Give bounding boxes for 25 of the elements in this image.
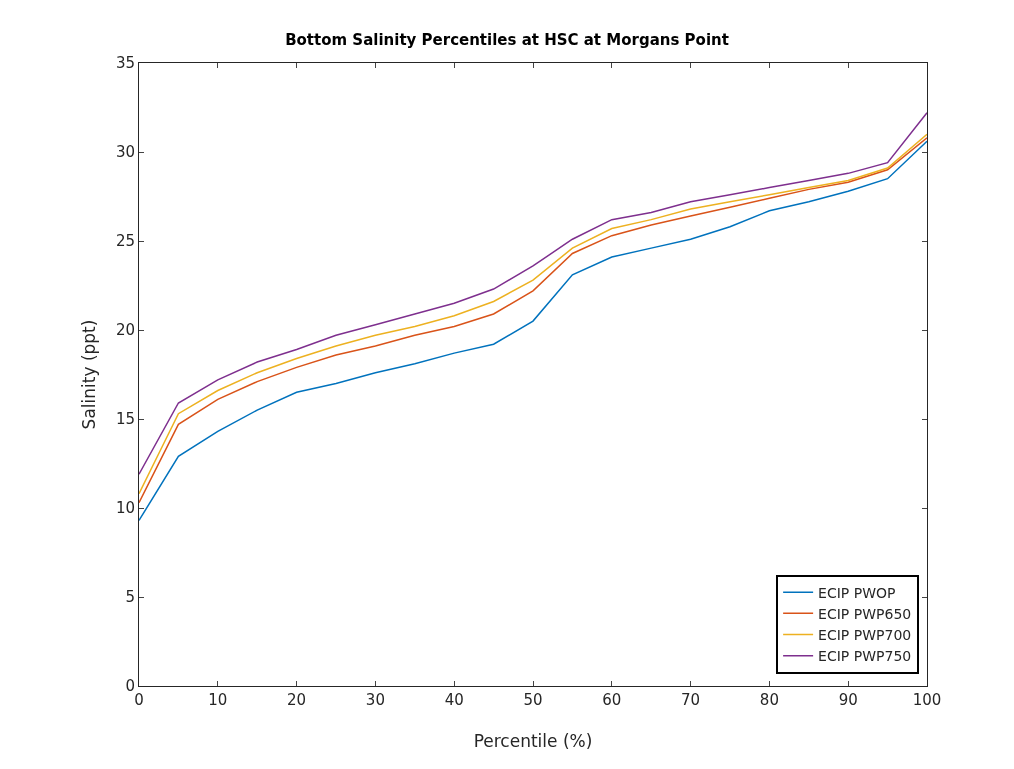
y-tick-label: 5: [125, 588, 135, 607]
x-tick-label: 20: [287, 691, 307, 709]
x-tick-label: 10: [208, 691, 228, 709]
x-tick-label: 100: [912, 691, 942, 709]
y-tick-label: 10: [115, 499, 135, 518]
x-tick-label: 80: [759, 691, 779, 709]
y-tick-label: 35: [115, 54, 135, 73]
legend-label: ECIP PWP700: [818, 627, 912, 643]
y-tick-label: 0: [125, 677, 135, 696]
legend-label: ECIP PWP650: [818, 605, 912, 622]
x-tick-label: 70: [681, 691, 701, 709]
y-tick-label: 25: [115, 232, 135, 251]
legend-label: ECIP PWP750: [818, 648, 912, 665]
y-tick-label: 15: [115, 410, 135, 429]
y-tick-label: 30: [115, 143, 135, 162]
y-tick-label: 20: [115, 321, 135, 340]
x-tick-label: 90: [838, 691, 858, 709]
y-axis-title: Salinity (ppt): [79, 319, 99, 430]
chart-title: Bottom Salinity Percentiles at HSC at Morgans Point: [285, 31, 729, 50]
x-tick-label: 60: [602, 691, 622, 709]
x-tick-label: 40: [444, 691, 464, 709]
x-axis-title: Percentile (%): [473, 731, 593, 751]
x-tick-label: 30: [365, 691, 385, 709]
x-tick-label: 50: [523, 691, 543, 709]
legend-label: ECIP PWOP: [818, 584, 896, 601]
